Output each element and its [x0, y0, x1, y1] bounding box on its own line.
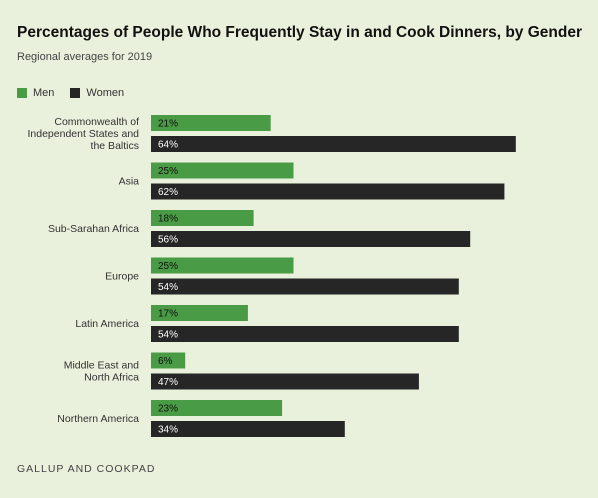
category-label-line: Independent States and	[27, 128, 139, 140]
bar-value-label: 18%	[158, 214, 178, 225]
bar-value-label: 25%	[158, 261, 178, 272]
source-credit: GALLUP AND COOKPAD	[17, 463, 156, 475]
bar-value-label: 17%	[158, 309, 178, 320]
bar-value-label: 47%	[158, 377, 178, 388]
category-label-line: the Baltics	[91, 140, 139, 152]
bar-women	[151, 326, 459, 342]
bar-value-label: 23%	[158, 404, 178, 415]
category-label: Middle East and North Africa	[64, 360, 139, 384]
bar-group: Europe 25% 54%	[105, 257, 459, 295]
category-label: Northern America	[57, 413, 139, 425]
bar-women	[151, 278, 459, 295]
bar-value-label: 62%	[158, 187, 178, 198]
bar-men	[151, 162, 294, 179]
bar-group: Northern America 23% 34%	[57, 400, 345, 437]
bar-women	[151, 421, 345, 437]
bar-men	[151, 115, 271, 131]
bar-men	[151, 352, 186, 369]
bar-women	[151, 231, 471, 247]
bar-value-label: 21%	[158, 119, 178, 130]
legend-label-women: Women	[86, 87, 125, 99]
category-label-line: Northern America	[57, 413, 139, 425]
category-label-line: Europe	[105, 271, 139, 283]
legend: Men Women	[17, 87, 140, 99]
bar-value-label: 64%	[158, 140, 178, 151]
bar-men	[151, 210, 254, 226]
category-label: Asia	[119, 176, 140, 188]
category-label-line: Commonwealth of	[54, 116, 139, 128]
chart-subtitle: Regional averages for 2019	[17, 51, 153, 63]
bar-men	[151, 400, 283, 416]
bar-men	[151, 305, 248, 321]
legend-swatch-women	[70, 88, 81, 98]
bar-group: Latin America 17% 54%	[75, 305, 459, 342]
bar-value-label: 56%	[158, 235, 178, 246]
category-label: Sub-Sarahan Africa	[48, 223, 139, 235]
category-label-line: Sub-Sarahan Africa	[48, 223, 139, 235]
bar-value-label: 6%	[158, 356, 173, 367]
category-label: Europe	[105, 271, 139, 283]
category-label-line: Middle East and	[64, 360, 139, 372]
category-label: Commonwealth of Independent States and the…	[27, 116, 139, 152]
category-label: Latin America	[75, 318, 139, 330]
chart-title: Percentages of People Who Frequently Sta…	[17, 24, 583, 41]
bar-men	[151, 257, 294, 274]
bar-women	[151, 183, 505, 200]
bar-women	[151, 136, 516, 152]
bar-value-label: 54%	[158, 330, 178, 341]
bar-women	[151, 373, 419, 390]
bar-group: Asia 25% 62%	[119, 162, 505, 200]
category-label-line: Latin America	[75, 318, 139, 330]
legend-item-men: Men	[17, 87, 54, 99]
bar-group: Middle East and North Africa 6% 47%	[64, 352, 419, 390]
category-label-line: Asia	[119, 176, 140, 188]
legend-item-women: Women	[70, 87, 124, 99]
legend-swatch-men	[17, 88, 27, 98]
category-label-line: North Africa	[84, 372, 139, 384]
bar-group: Commonwealth of Independent States and the…	[27, 115, 516, 152]
bar-value-label: 25%	[158, 166, 178, 177]
legend-label-men: Men	[33, 87, 55, 99]
bar-value-label: 34%	[158, 425, 178, 436]
bar-value-label: 54%	[158, 282, 178, 293]
bar-group: Sub-Sarahan Africa 18% 56%	[48, 210, 471, 247]
